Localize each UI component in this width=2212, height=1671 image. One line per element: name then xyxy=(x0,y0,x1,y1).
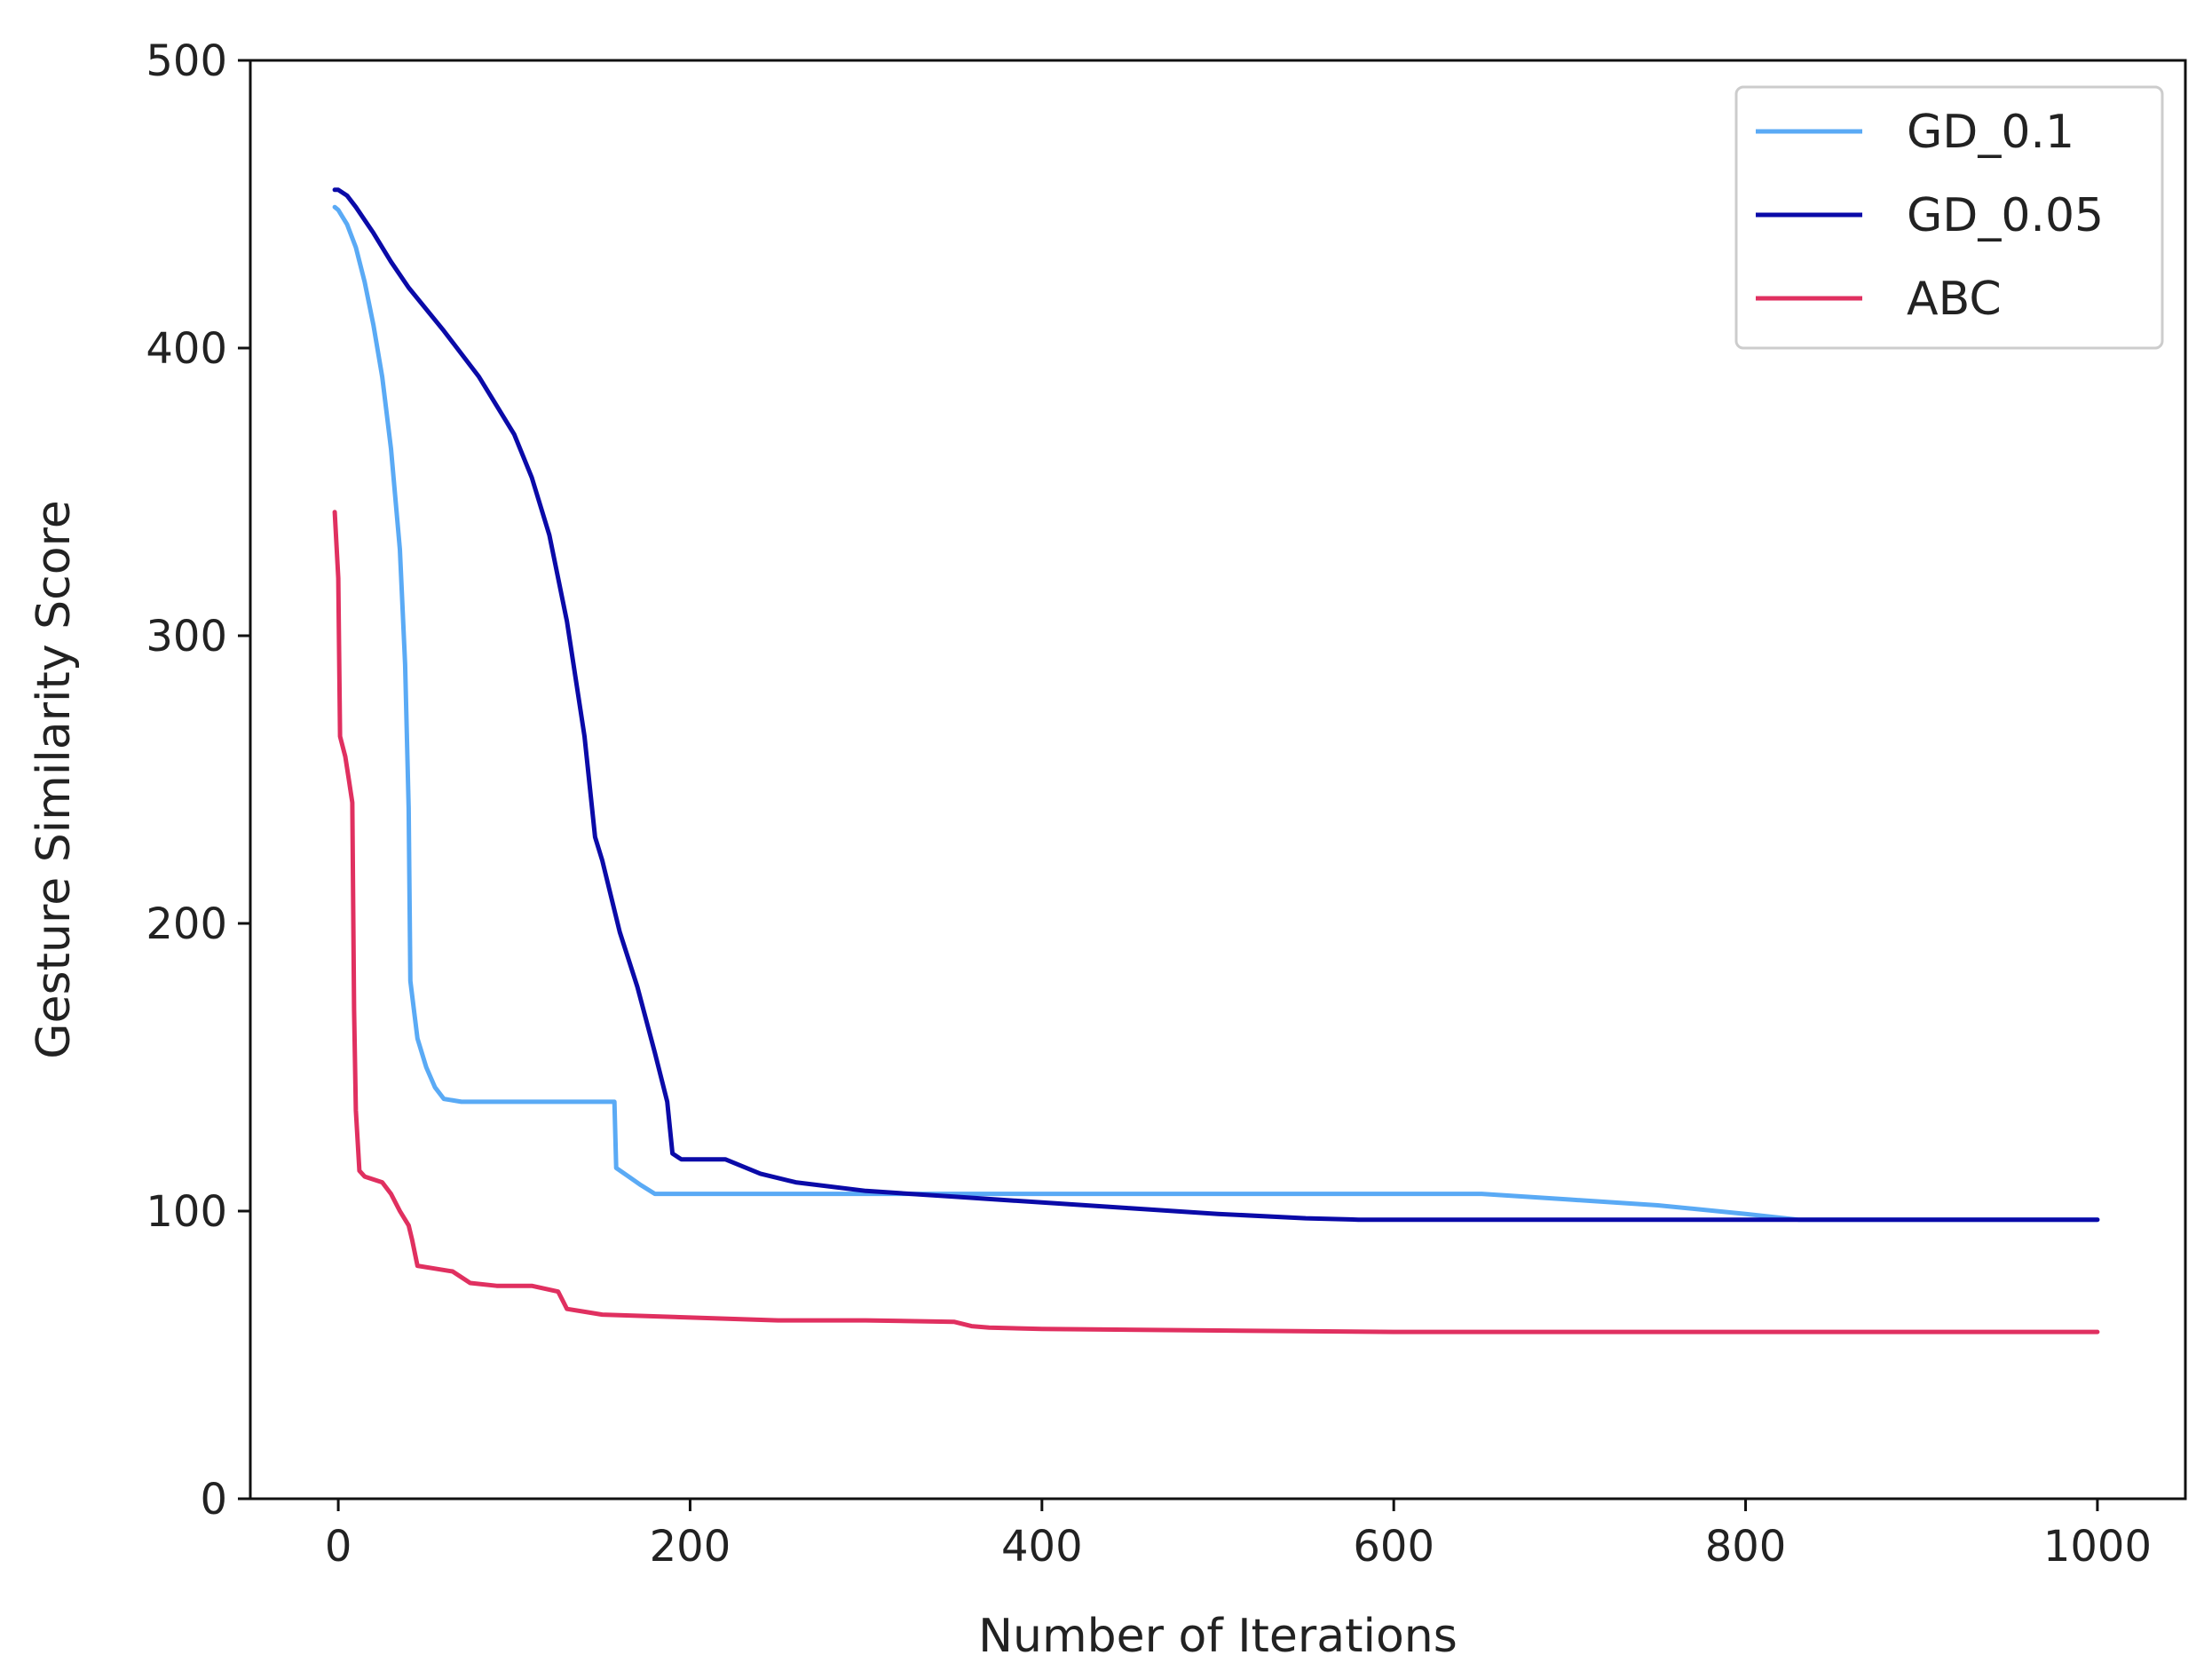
y-axis-title: Gesture Similarity Score xyxy=(28,500,81,1059)
y-axis: 0 100 200 300 400 500 xyxy=(146,36,250,1524)
plot-frame xyxy=(249,59,2187,1501)
legend-box xyxy=(1734,85,2164,350)
y-tick-label: 100 xyxy=(146,1187,227,1237)
x-tick-label: 1000 xyxy=(2043,1522,2152,1572)
x-tick-label: 400 xyxy=(1001,1522,1083,1572)
legend-label-1: GD_0.1 xyxy=(1907,106,2074,159)
legend-label-2: GD_0.05 xyxy=(1907,189,2104,242)
x-tick-label: 800 xyxy=(1705,1522,1787,1572)
x-tick-label: 600 xyxy=(1353,1522,1434,1572)
x-tick-label: 0 xyxy=(325,1522,352,1572)
x-tick-label: 200 xyxy=(650,1522,731,1572)
y-tick-label: 0 xyxy=(200,1475,227,1524)
y-tick-label: 300 xyxy=(146,612,227,661)
legend-label-3: ABC xyxy=(1907,273,2002,326)
y-tick-label: 500 xyxy=(146,36,227,86)
x-axis-title: Number of Iterations xyxy=(978,1610,1458,1663)
x-axis: 0 200 400 600 800 1000 xyxy=(325,1499,2152,1572)
series-line-1 xyxy=(332,204,2100,1223)
y-tick-label: 200 xyxy=(146,899,227,949)
y-tick-label: 400 xyxy=(146,324,227,374)
plot-lines xyxy=(332,187,2100,1334)
series-line-2 xyxy=(332,187,2100,1223)
series-line-3 xyxy=(332,510,2100,1334)
legend: GD_0.1 GD_0.05 ABC xyxy=(1734,85,2164,350)
